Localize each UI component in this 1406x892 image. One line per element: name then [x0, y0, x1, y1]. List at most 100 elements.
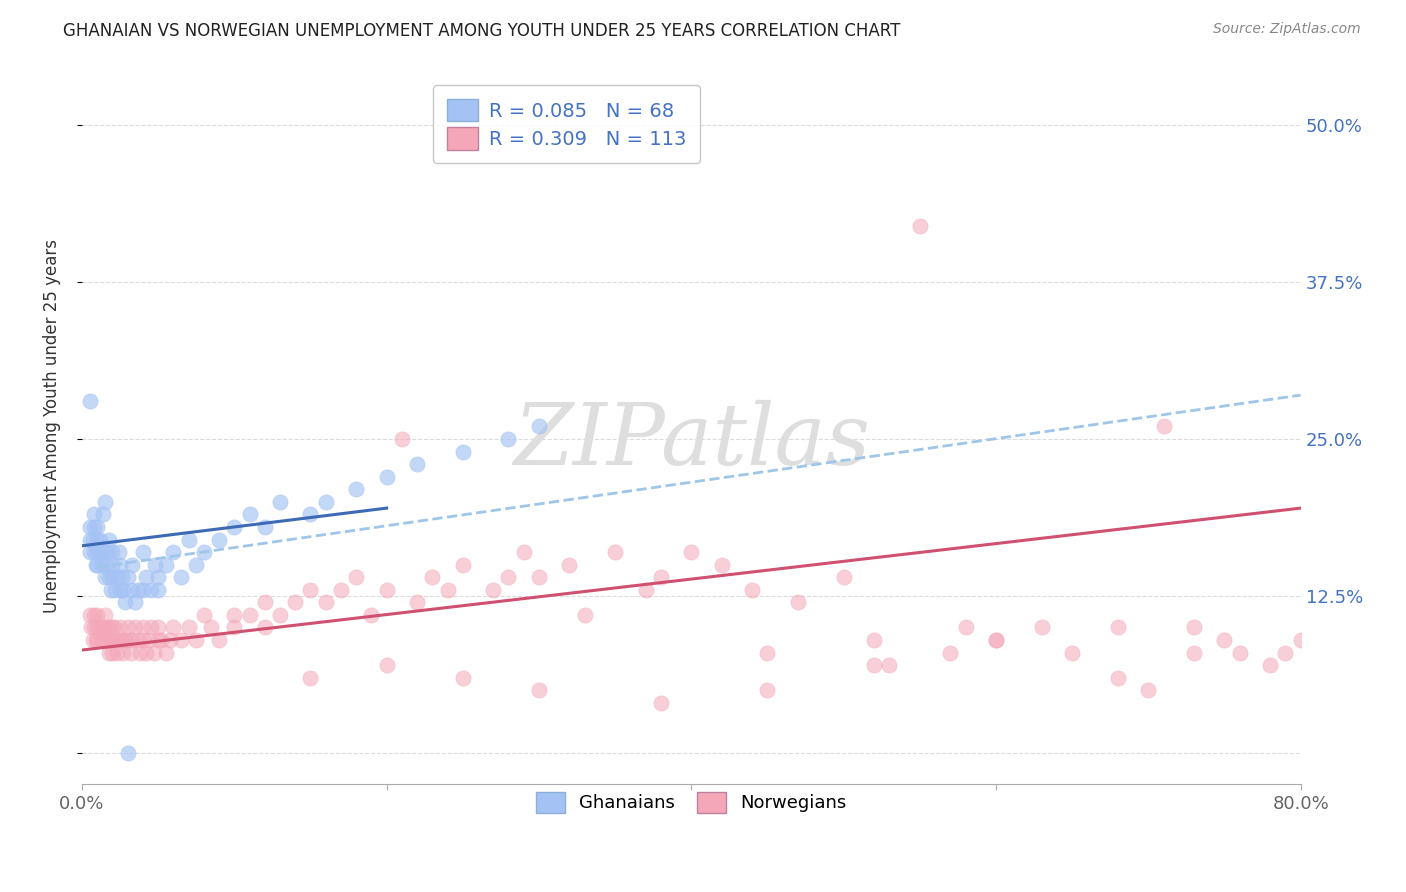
Point [132, 620, 155, 634]
Point [82, 533, 104, 547]
Point [121, 558, 143, 572]
Point [375, 658, 398, 673]
Point [83, 607, 105, 622]
Point [451, 558, 474, 572]
Point [299, 671, 322, 685]
Point [79, 545, 101, 559]
Point [159, 632, 181, 647]
Point [94, 570, 117, 584]
Point [86, 620, 108, 634]
Text: Source: ZipAtlas.com: Source: ZipAtlas.com [1213, 22, 1361, 37]
Point [253, 520, 276, 534]
Y-axis label: Unemployment Among Youth under 25 years: Unemployment Among Youth under 25 years [44, 239, 60, 614]
Point [135, 646, 157, 660]
Point [100, 632, 122, 647]
Point [98, 620, 121, 634]
Point [90, 558, 112, 572]
Point [269, 607, 291, 622]
Point [650, 696, 672, 710]
Point [650, 570, 672, 584]
Point [127, 632, 149, 647]
Point [155, 646, 177, 660]
Point [375, 582, 398, 597]
Point [344, 483, 367, 497]
Point [879, 658, 901, 673]
Point [114, 595, 136, 609]
Point [498, 432, 520, 446]
Point [193, 545, 215, 559]
Point [451, 444, 474, 458]
Point [120, 582, 142, 597]
Point [132, 582, 155, 597]
Point [1182, 646, 1205, 660]
Point [80, 620, 103, 634]
Point [112, 646, 135, 660]
Point [98, 646, 121, 660]
Point [177, 533, 200, 547]
Point [108, 632, 131, 647]
Point [108, 558, 131, 572]
Point [90, 632, 112, 647]
Point [908, 219, 931, 233]
Point [299, 582, 322, 597]
Point [1182, 620, 1205, 634]
Point [955, 620, 977, 634]
Point [117, 620, 139, 634]
Point [406, 595, 429, 609]
Point [139, 620, 162, 634]
Point [98, 533, 121, 547]
Point [741, 582, 763, 597]
Point [135, 570, 157, 584]
Point [863, 632, 886, 647]
Point [558, 558, 581, 572]
Point [117, 570, 139, 584]
Point [104, 632, 127, 647]
Point [224, 620, 246, 634]
Point [94, 607, 117, 622]
Point [787, 595, 810, 609]
Point [89, 545, 111, 559]
Point [162, 620, 184, 634]
Point [83, 620, 105, 634]
Point [224, 520, 246, 534]
Point [150, 632, 173, 647]
Point [253, 620, 276, 634]
Point [344, 570, 367, 584]
Point [79, 533, 101, 547]
Point [82, 632, 104, 647]
Point [451, 671, 474, 685]
Point [110, 570, 132, 584]
Point [91, 620, 114, 634]
Point [162, 545, 184, 559]
Point [132, 632, 155, 647]
Point [112, 582, 135, 597]
Point [756, 683, 779, 698]
Point [984, 632, 1007, 647]
Point [939, 646, 962, 660]
Point [375, 469, 398, 483]
Point [86, 520, 108, 534]
Point [863, 658, 886, 673]
Point [79, 520, 101, 534]
Point [84, 632, 107, 647]
Point [97, 545, 120, 559]
Point [756, 646, 779, 660]
Point [681, 545, 703, 559]
Point [1153, 419, 1175, 434]
Point [120, 646, 142, 660]
Point [89, 533, 111, 547]
Point [124, 595, 146, 609]
Legend: Ghanaians, Norwegians: Ghanaians, Norwegians [523, 780, 859, 825]
Point [107, 545, 129, 559]
Point [329, 582, 352, 597]
Point [84, 558, 107, 572]
Point [105, 646, 128, 660]
Point [1274, 646, 1296, 660]
Point [1213, 632, 1236, 647]
Point [208, 533, 231, 547]
Point [710, 558, 733, 572]
Point [117, 746, 139, 760]
Point [101, 545, 124, 559]
Point [177, 620, 200, 634]
Point [436, 582, 458, 597]
